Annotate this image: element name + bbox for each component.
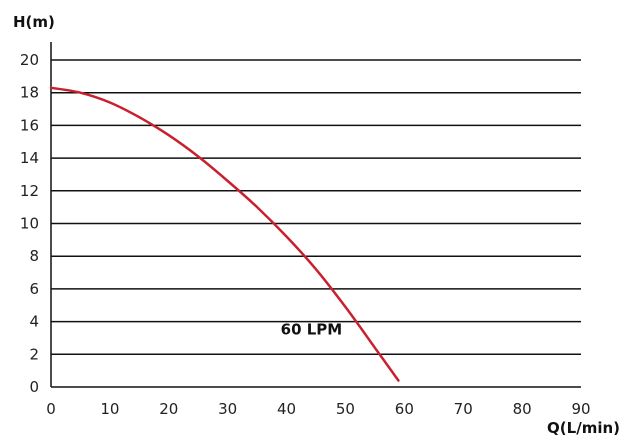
annotations: 60 LPM — [281, 321, 343, 339]
y-tick-label: 20 — [20, 51, 39, 69]
grid-lines — [51, 59, 581, 356]
x-axis-title: Q(L/min) — [547, 419, 620, 437]
y-tick-labels: 0 2 4 6 8 10 12 14 16 18 20 — [20, 51, 39, 396]
x-tick-label: 10 — [100, 400, 119, 418]
x-tick-label: 50 — [336, 400, 355, 418]
y-tick-label: 14 — [20, 149, 39, 167]
y-tick-label: 10 — [20, 215, 39, 233]
x-tick-label: 70 — [454, 400, 473, 418]
x-tick-label: 40 — [277, 400, 296, 418]
y-tick-label: 2 — [29, 345, 39, 363]
curve-label: 60 LPM — [281, 321, 343, 339]
x-tick-label: 80 — [513, 400, 532, 418]
y-tick-label: 18 — [20, 84, 39, 102]
x-tick-label: 60 — [395, 400, 414, 418]
y-tick-label: 16 — [20, 116, 39, 134]
series-curves — [49, 86, 400, 382]
x-tick-label: 90 — [571, 400, 590, 418]
x-tick-label: 20 — [159, 400, 178, 418]
y-tick-label: 12 — [20, 182, 39, 200]
y-tick-label: 4 — [29, 313, 39, 331]
y-tick-label: 8 — [29, 247, 39, 265]
series-line — [49, 86, 400, 382]
x-tick-labels: 0 10 20 30 40 50 60 70 80 90 — [46, 400, 590, 418]
x-tick-label: 0 — [46, 400, 56, 418]
axes — [50, 42, 581, 388]
x-tick-label: 30 — [218, 400, 237, 418]
y-tick-label: 6 — [29, 280, 39, 298]
y-axis-title: H(m) — [13, 13, 55, 31]
y-tick-label: 0 — [29, 378, 39, 396]
